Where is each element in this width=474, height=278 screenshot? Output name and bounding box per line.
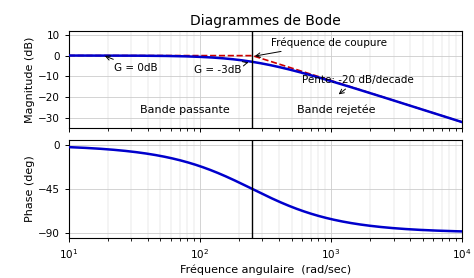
Text: G = -3dB: G = -3dB [194, 62, 247, 75]
X-axis label: Fréquence angulaire  (rad/sec): Fréquence angulaire (rad/sec) [180, 265, 351, 275]
Text: G = 0dB: G = 0dB [106, 56, 157, 73]
Text: Bande passante: Bande passante [140, 105, 230, 115]
Y-axis label: Phase (deg): Phase (deg) [25, 155, 35, 222]
Title: Diagrammes de Bode: Diagrammes de Bode [190, 14, 341, 28]
Text: Fréquence de coupure: Fréquence de coupure [256, 38, 387, 57]
Text: Bande rejetée: Bande rejetée [297, 104, 375, 115]
Text: Pente: -20 dB/decade: Pente: -20 dB/decade [302, 75, 414, 94]
Y-axis label: Magnitude (dB): Magnitude (dB) [25, 36, 35, 123]
